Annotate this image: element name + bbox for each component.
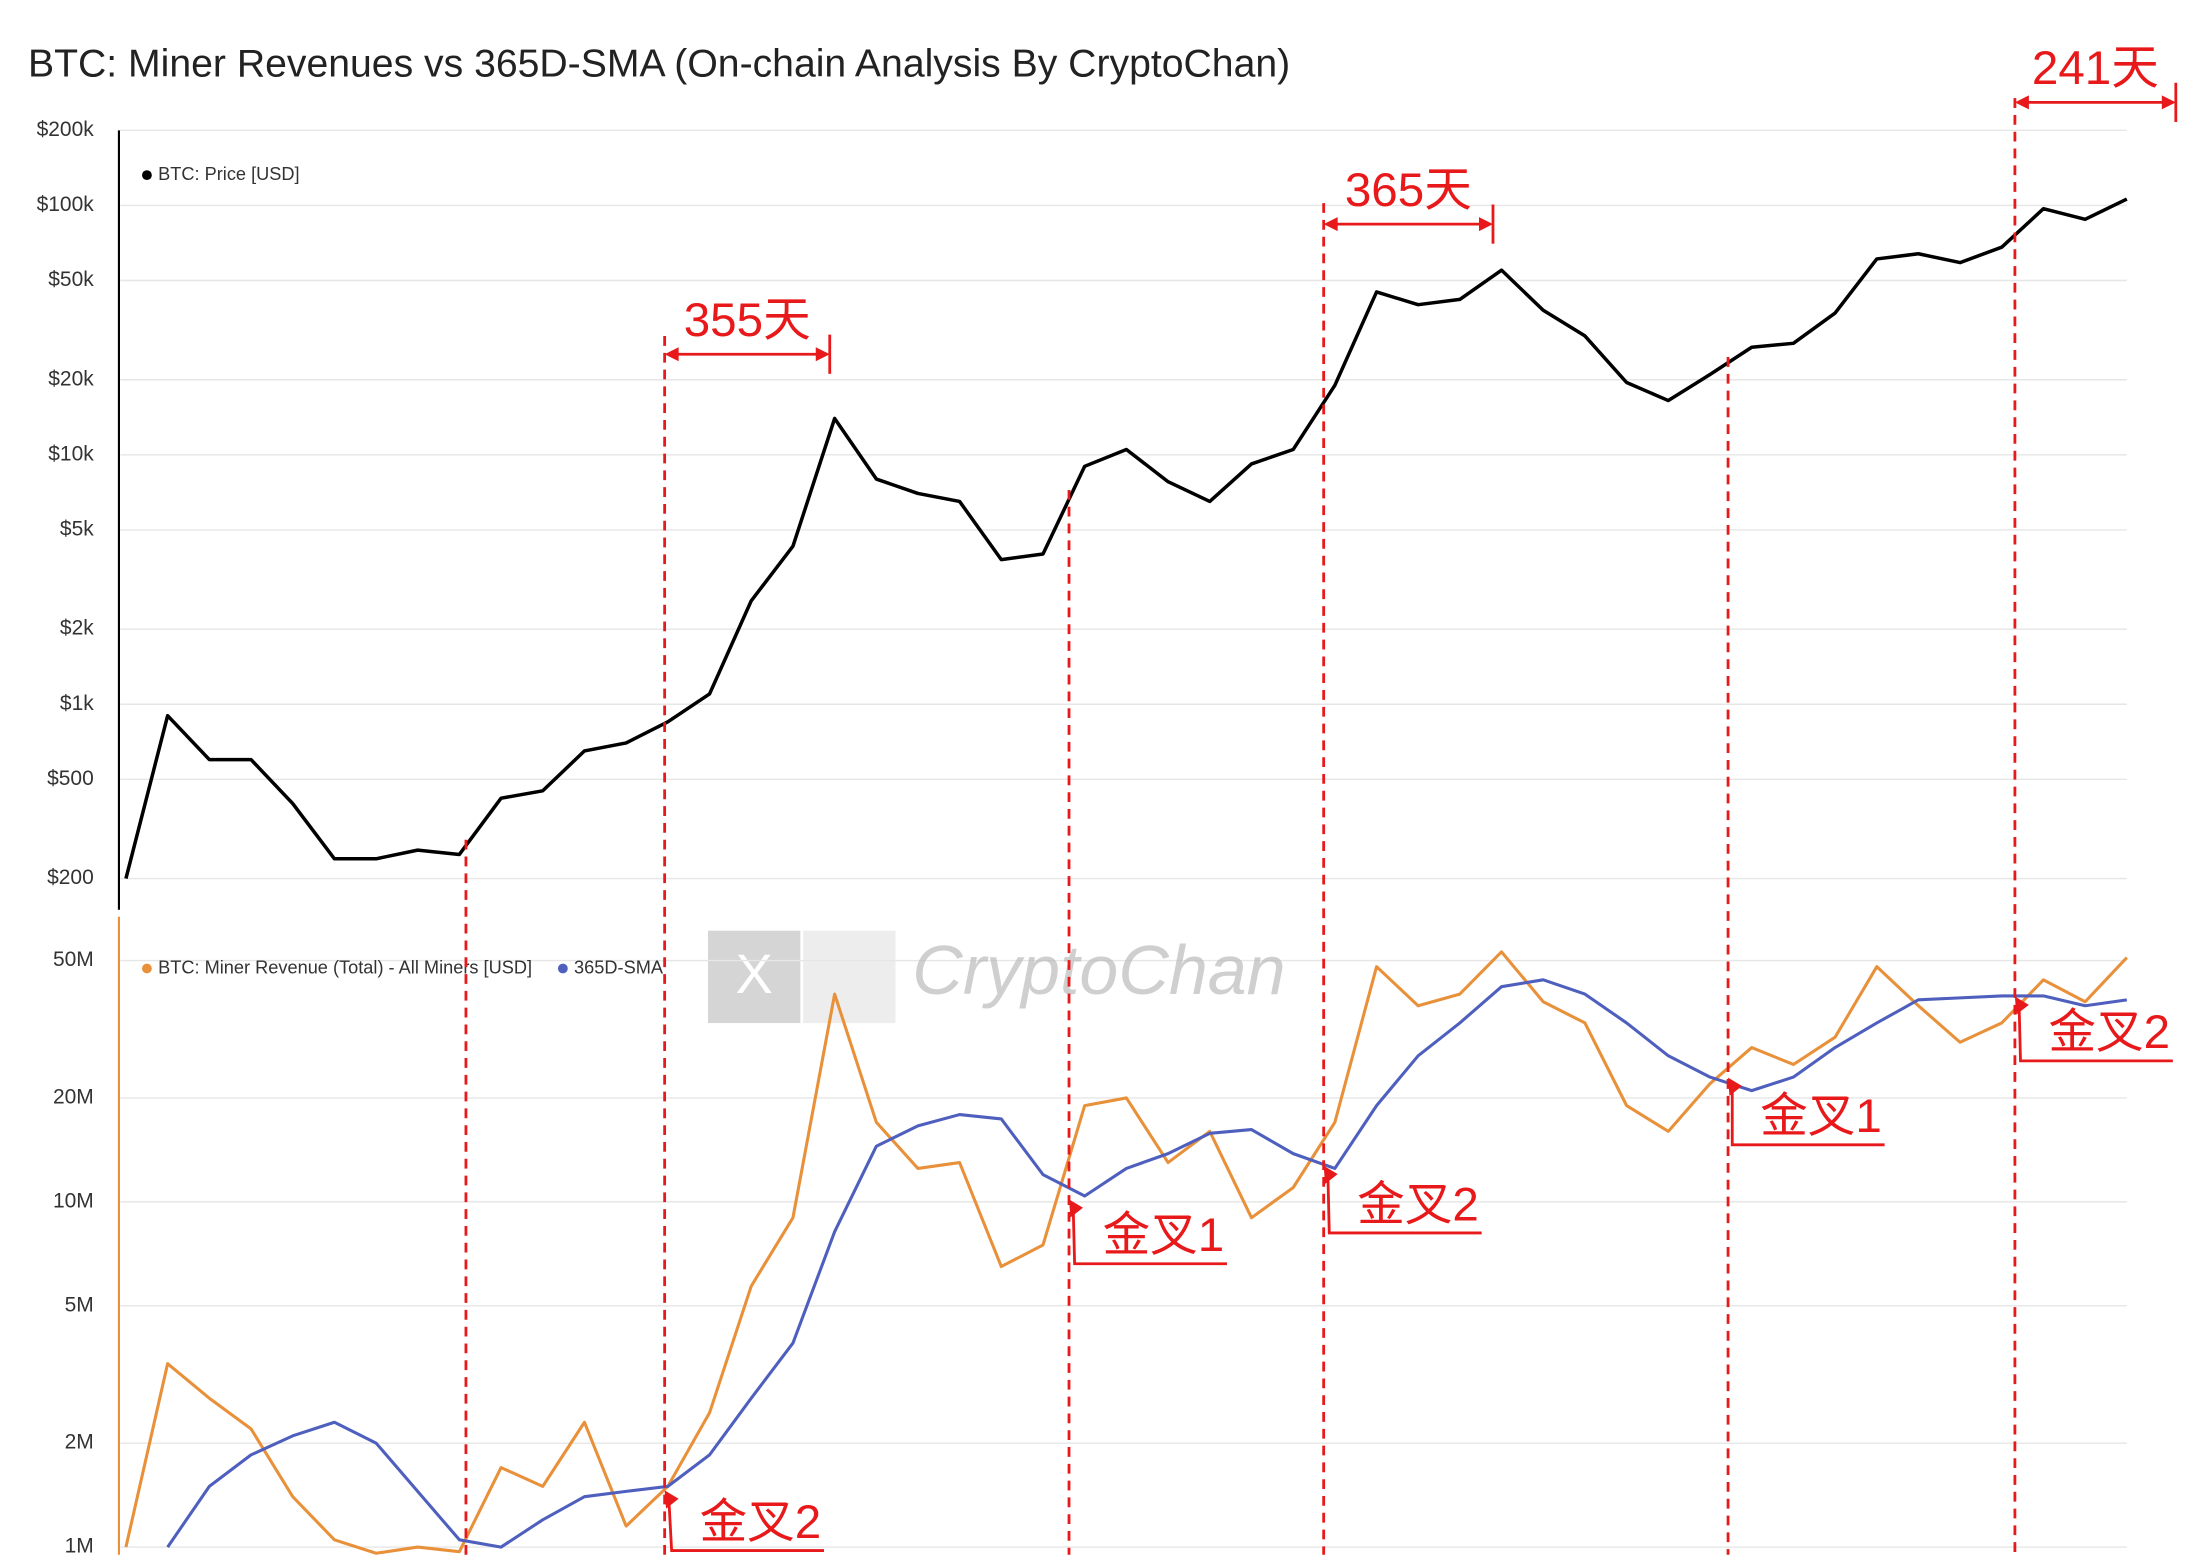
series-line: [124, 197, 2128, 879]
logo-box: [708, 930, 801, 1024]
span-label: 365天: [1345, 164, 1472, 217]
watermark: CryptoChan: [912, 931, 1285, 1009]
arrow-head: [1069, 1199, 1084, 1218]
cross-label: 金叉2: [1357, 1178, 1479, 1231]
y-tick-label: $2k: [60, 617, 94, 640]
arrow-head: [1728, 1077, 1743, 1096]
watermark-logo: X: [708, 930, 896, 1024]
y-tick-label: 20M: [53, 1086, 94, 1109]
y-tick-label: $1k: [60, 692, 94, 715]
arrow-head: [2014, 996, 2029, 1015]
span-label: 241天: [2032, 42, 2159, 95]
span-label: 355天: [684, 294, 811, 347]
legend-label: 365D-SMA: [574, 957, 664, 977]
y-tick-label: $200k: [37, 118, 95, 141]
cross-pointer: [1326, 1174, 1482, 1235]
legend-marker: [557, 963, 568, 974]
cross-label: 金叉1: [1760, 1090, 1882, 1143]
y-tick-label: 10M: [53, 1189, 94, 1212]
y-tick-label: $10k: [48, 442, 94, 465]
chart-title: BTC: Miner Revenues vs 365D-SMA (On-chai…: [28, 42, 1290, 85]
legend-label: BTC: Price [USD]: [158, 164, 299, 184]
cross-pointer: [2017, 1004, 2173, 1063]
legend-marker: [142, 170, 152, 181]
series-line: [124, 950, 2128, 1555]
y-tick-label: $50k: [48, 268, 94, 291]
legend-marker: [142, 963, 152, 974]
y-tick-label: $200: [47, 866, 94, 889]
logo-box: [803, 930, 896, 1024]
y-tick-label: 50M: [53, 948, 94, 971]
series-line: [166, 978, 2128, 1549]
y-tick-label: $5k: [60, 517, 94, 540]
y-tick-label: 2M: [65, 1431, 94, 1454]
legend-label: BTC: Miner Revenue (Total) - All Miners …: [158, 957, 532, 977]
logo-x: X: [736, 942, 773, 1005]
y-tick-label: $20k: [48, 367, 94, 390]
y-tick-label: $100k: [37, 193, 95, 216]
arrow-head: [1323, 1165, 1338, 1184]
y-tick-label: 1M: [65, 1535, 94, 1555]
y-tick-label: $500: [47, 767, 94, 790]
cross-label: 金叉1: [1103, 1209, 1225, 1262]
cross-label: 金叉2: [2048, 1006, 2170, 1059]
cross-pointer: [667, 1498, 824, 1552]
y-tick-label: 5M: [65, 1293, 94, 1316]
arrow-head: [664, 1490, 679, 1509]
cross-pointer: [1730, 1086, 1885, 1147]
cross-pointer: [1071, 1207, 1227, 1266]
cross-label: 金叉2: [700, 1496, 822, 1549]
